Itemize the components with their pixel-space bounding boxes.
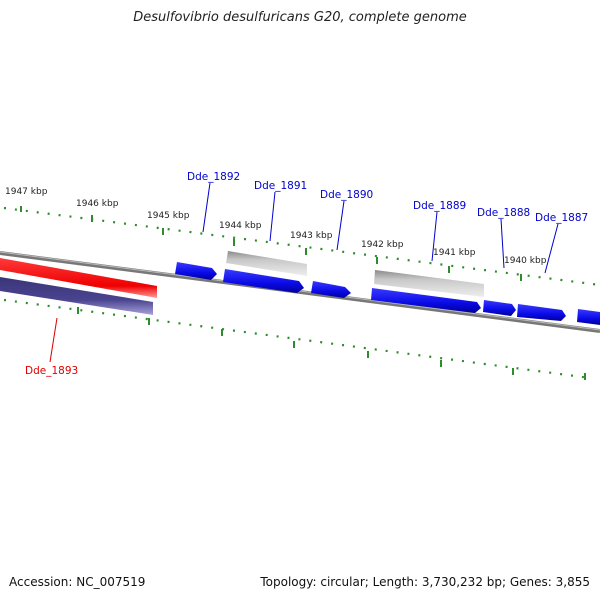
gene-label-dde-1889[interactable]: Dde_1889 <box>413 200 466 212</box>
accession-text: Accession: NC_007519 <box>9 575 146 589</box>
kbp-label: 1942 kbp <box>361 240 404 250</box>
map-title: Desulfovibrio desulfuricans G20, complet… <box>133 10 467 25</box>
gene-dde-1893-red[interactable] <box>0 258 157 298</box>
upper-tick-row <box>3 206 600 287</box>
gene-label-dde-1892[interactable]: Dde_1892 <box>187 171 240 183</box>
gene-label-dde-1890[interactable]: Dde_1890 <box>320 189 373 201</box>
kbp-label: 1945 kbp <box>147 211 190 221</box>
kbp-label: 1940 kbp <box>504 256 547 266</box>
kbp-label: 1946 kbp <box>76 199 119 209</box>
gene-dde-1892[interactable] <box>175 262 217 280</box>
gene-dde-1890[interactable] <box>311 281 351 298</box>
gene-leader-line-red <box>49 317 58 363</box>
kbp-label: 1947 kbp <box>5 187 48 197</box>
gene-partial-right[interactable] <box>577 309 600 325</box>
kbp-label: 1941 kbp <box>433 248 476 258</box>
gene-label-dde-1893[interactable]: Dde_1893 <box>25 365 78 377</box>
gene-leader-lines <box>202 182 559 274</box>
gene-gray-1889[interactable] <box>374 270 484 297</box>
gene-dde-1887[interactable] <box>517 304 566 321</box>
kbp-label: 1944 kbp <box>219 221 262 231</box>
gene-label-dde-1888[interactable]: Dde_1888 <box>477 207 530 219</box>
gene-label-dde-1891[interactable]: Dde_1891 <box>254 180 307 192</box>
gene-label-dde-1887[interactable]: Dde_1887 <box>535 212 588 224</box>
gene-purple-reverse[interactable] <box>0 277 153 315</box>
kbp-label: 1943 kbp <box>290 231 333 241</box>
gene-dde-1891[interactable] <box>223 269 304 293</box>
chromosome-backbone <box>0 251 600 333</box>
gene-gray-1891[interactable] <box>226 251 307 276</box>
lower-major-ticks <box>77 307 586 380</box>
genome-summary-text: Topology: circular; Length: 3,730,232 bp… <box>260 575 590 589</box>
gene-dde-1888[interactable] <box>483 300 516 316</box>
gene-dde-1889[interactable] <box>371 288 481 313</box>
upper-major-ticks <box>20 206 522 281</box>
